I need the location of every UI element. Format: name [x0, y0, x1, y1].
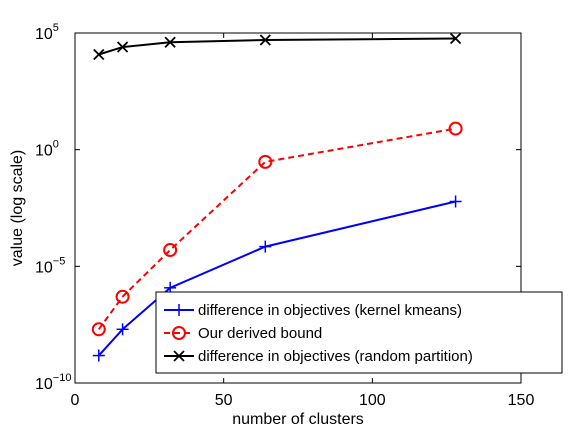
data-point — [93, 48, 105, 61]
data-point — [92, 349, 105, 362]
data-point — [164, 36, 176, 48]
legend-label: Our derived bound — [198, 325, 322, 342]
data-point — [259, 34, 271, 46]
y-tick-label: 10−5 — [35, 255, 65, 276]
data-point — [115, 289, 130, 304]
y-tick-label: 100 — [35, 139, 59, 160]
y-tick-label: 10−10 — [35, 372, 71, 393]
data-point — [449, 32, 462, 45]
data-point — [448, 121, 463, 136]
x-axis-ticks: 0 50 100 150 — [71, 33, 535, 409]
y-axis-ticks: 10−10 10−5 100 105 — [35, 22, 521, 393]
x-tick-label: 0 — [71, 392, 80, 409]
data-point — [91, 322, 106, 337]
legend: difference in objectives (kernel kmeans)… — [155, 291, 563, 374]
legend-label: difference in objectives (kernel kmeans) — [198, 302, 462, 319]
data-point — [116, 41, 129, 53]
x-tick-label: 100 — [359, 392, 386, 409]
x-tick-label: 150 — [508, 392, 535, 409]
series-line — [97, 127, 456, 330]
data-point — [116, 323, 129, 336]
legend-label: difference in objectives (random partiti… — [198, 348, 473, 365]
data-point — [163, 243, 178, 258]
x-axis-title: number of clusters — [232, 411, 364, 428]
series-2 — [91, 121, 463, 337]
legend-entry: difference in objectives (kernel kmeans) — [164, 302, 462, 319]
series-3 — [93, 32, 462, 61]
y-tick-label: 105 — [35, 22, 59, 43]
series-1 — [92, 195, 462, 362]
legend-marker — [173, 350, 185, 362]
legend-entry: difference in objectives (random partiti… — [164, 348, 473, 365]
series-layer — [91, 32, 463, 362]
data-point — [258, 154, 273, 169]
data-point — [259, 240, 272, 253]
x-tick-label: 50 — [215, 392, 233, 409]
legend-entry: Our derived bound — [164, 325, 322, 342]
data-point — [449, 195, 462, 208]
legend-marker — [173, 304, 185, 316]
y-axis-title: value (log scale) — [9, 150, 26, 267]
legend-box — [155, 291, 563, 374]
legend-marker — [172, 326, 186, 340]
